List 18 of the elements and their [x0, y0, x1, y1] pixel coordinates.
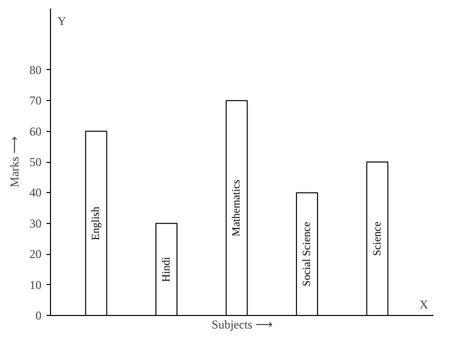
annotation: Y — [58, 14, 67, 28]
y-tick-label: 40 — [30, 186, 42, 200]
y-tick-label: 70 — [30, 94, 42, 108]
y-tick-label: 30 — [30, 216, 42, 230]
y-tick-label: 10 — [30, 278, 42, 292]
annotation: X — [419, 298, 428, 312]
x-tick-label: Mathematics — [230, 180, 243, 236]
x-tick-label: Science — [371, 222, 384, 256]
y-tick-label: 20 — [30, 247, 42, 262]
y-tick-label: 50 — [30, 155, 42, 169]
y-axis-title: Marks ⟶ — [8, 136, 22, 188]
y-tick-label: 80 — [30, 62, 42, 77]
x-axis-title: Subjects ⟶ — [212, 318, 272, 332]
x-tick-label: Social Science — [301, 222, 314, 286]
y-tick-label: 60 — [30, 124, 42, 138]
y-tick-label: 0 — [36, 308, 42, 322]
x-tick-label: Hindi — [160, 256, 172, 282]
x-tick-label: English — [90, 206, 102, 240]
